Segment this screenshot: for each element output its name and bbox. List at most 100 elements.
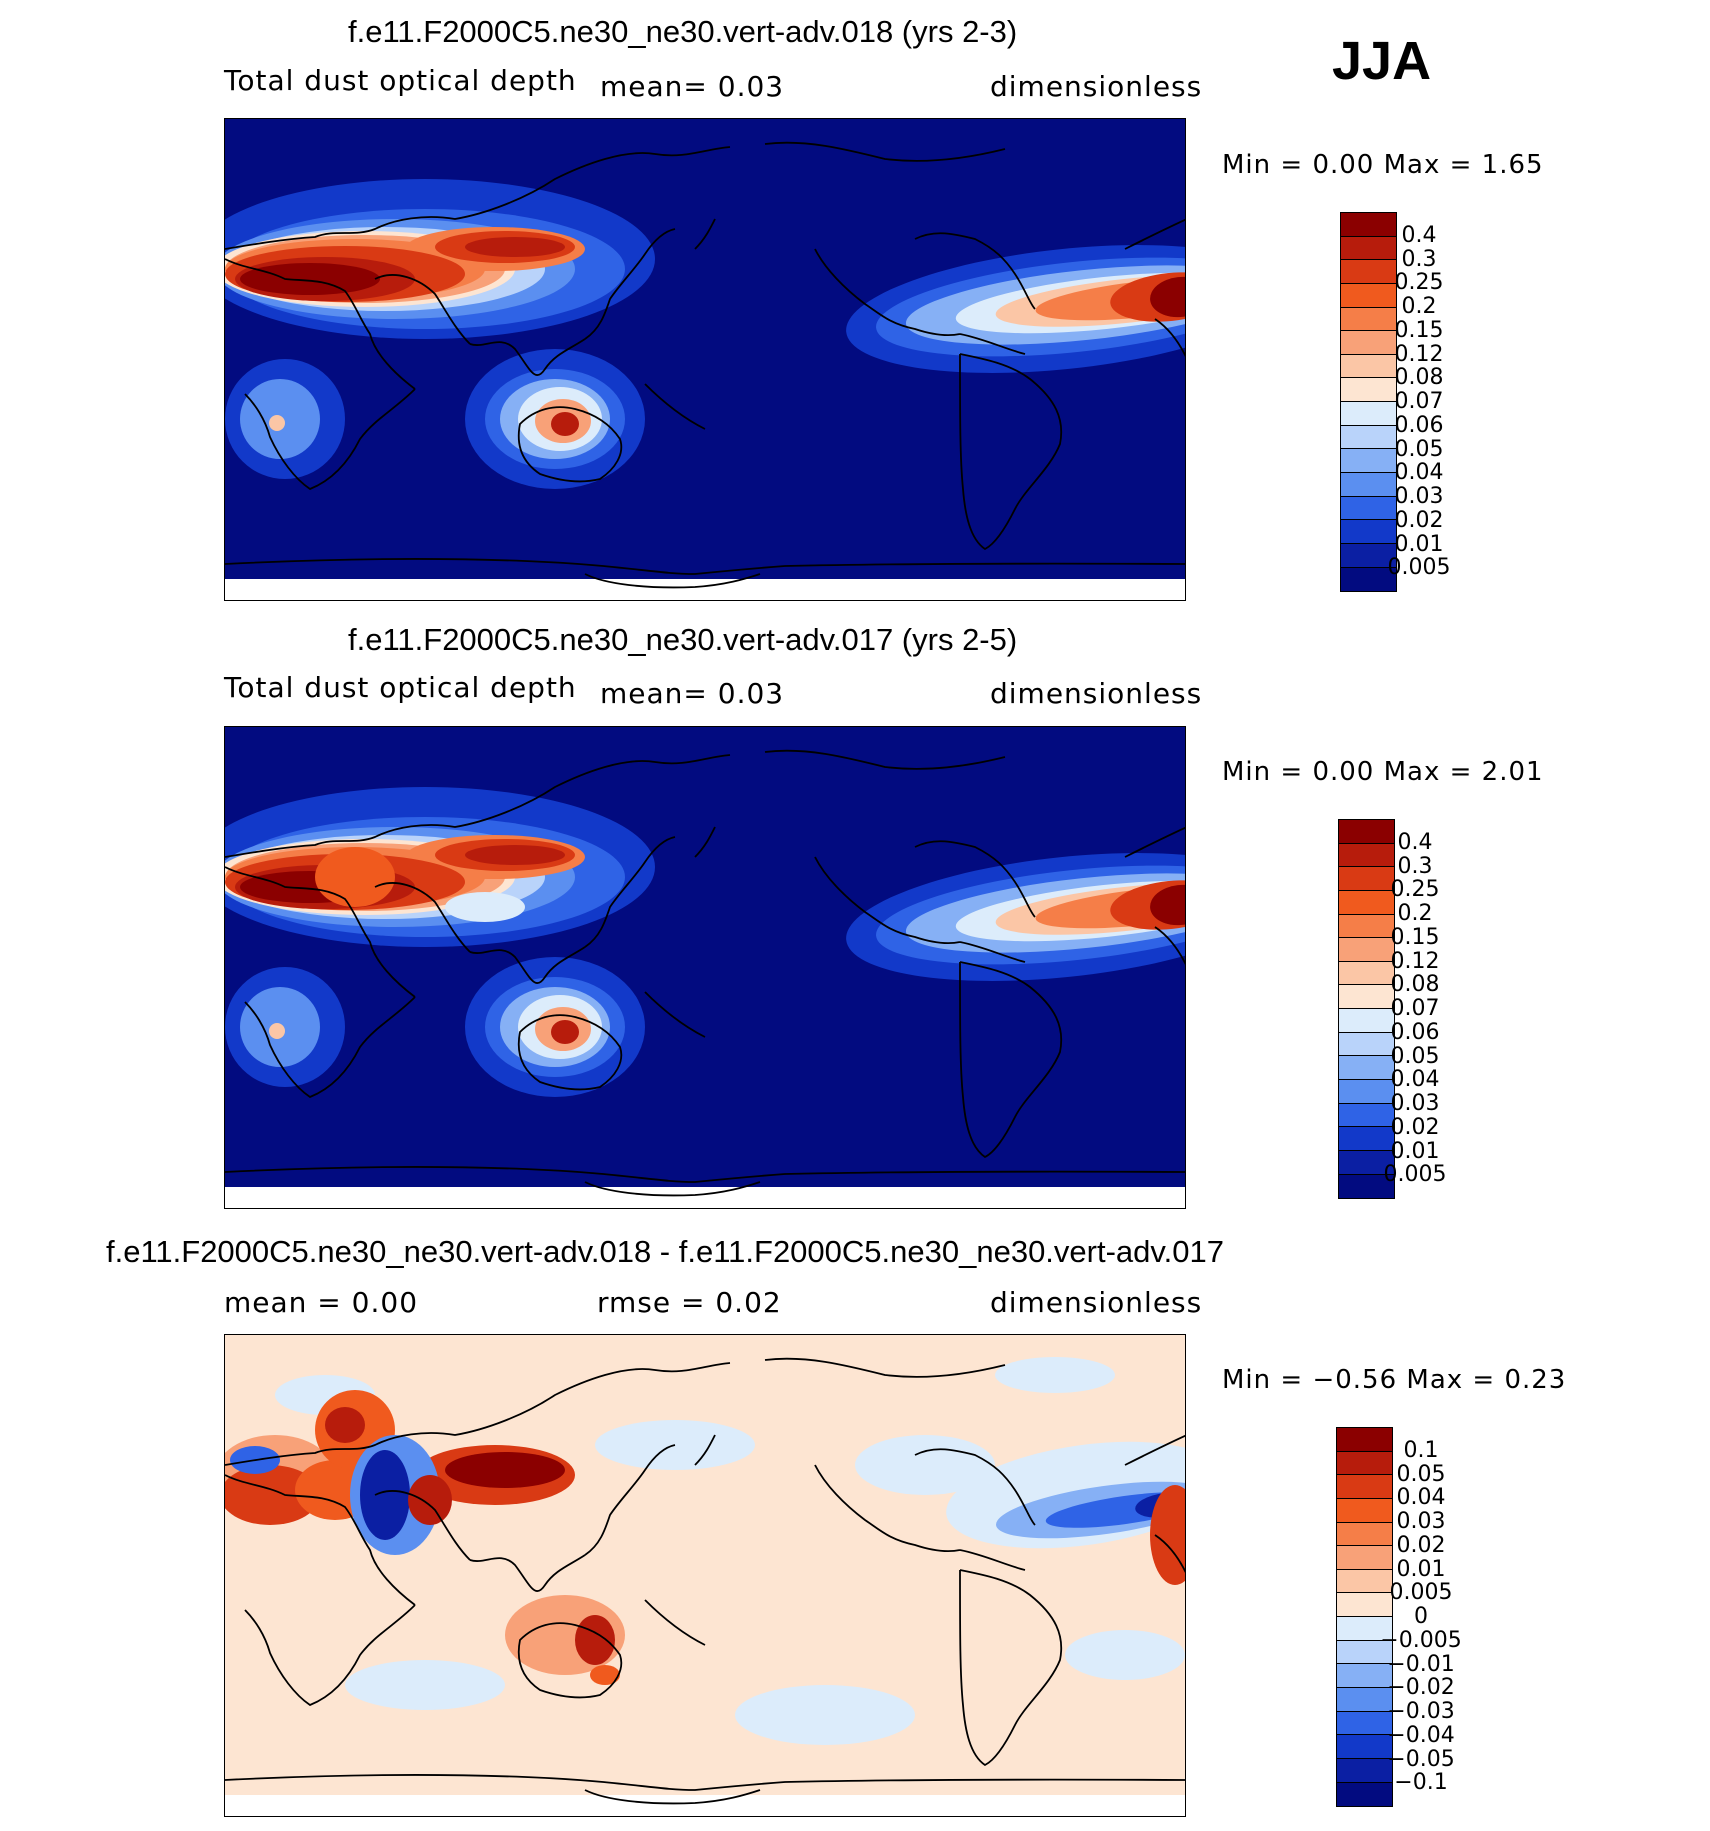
- colorbar-segment: [1337, 1451, 1392, 1476]
- colorbar-segment: [1339, 1056, 1394, 1081]
- colorbar-label: 0.005: [1389, 1580, 1453, 1606]
- colorbar-label: 0.04: [1396, 1485, 1446, 1511]
- colorbar-segment: [1339, 1032, 1394, 1057]
- colorbar-label: 0.06: [1394, 412, 1444, 438]
- coastline: [814, 248, 961, 337]
- colorbar-label: 0.04: [1394, 460, 1444, 486]
- colorbar-label: 0.03: [1394, 484, 1444, 509]
- field-contour: [735, 1685, 915, 1745]
- colorbar-label: 0.08: [1394, 365, 1444, 391]
- field-contour: [465, 845, 565, 865]
- colorbar-label: 0.01: [1390, 1138, 1440, 1164]
- field-contour: [360, 1450, 410, 1540]
- colorbar-label: 0.2: [1401, 294, 1437, 319]
- colorbar-segment: [1339, 1150, 1394, 1175]
- coastline: [914, 232, 1036, 310]
- coastline: [584, 1181, 761, 1197]
- coastline: [584, 228, 676, 340]
- field-contour: [445, 1452, 565, 1488]
- colorbar-segment: [1341, 213, 1396, 237]
- coastline: [225, 1362, 731, 1466]
- field-contour: [408, 1475, 452, 1525]
- colorbar-label: −0.03: [1387, 1699, 1455, 1724]
- colorbar-label: 0.02: [1394, 507, 1444, 533]
- coastline: [584, 1789, 761, 1805]
- coastline: [914, 840, 1036, 918]
- colorbar-label: 0.08: [1390, 972, 1440, 998]
- coastline: [517, 1014, 623, 1091]
- colorbar-label: 0.005: [1387, 555, 1451, 581]
- colorbar-segment: [1341, 236, 1396, 261]
- field-contour: [465, 237, 565, 257]
- colorbar-segment: [1339, 938, 1394, 962]
- panel-2-variable: Total dust optical depth: [224, 671, 577, 704]
- colorbar-segment: [1337, 1617, 1392, 1641]
- colorbar-segment: [1341, 473, 1396, 497]
- coastline: [959, 1569, 1063, 1767]
- panel-3-rmse: rmse = 0.02: [597, 1286, 782, 1319]
- colorbar-segment: [1341, 283, 1396, 308]
- colorbar-segment: [1337, 1782, 1392, 1807]
- coastline: [694, 218, 716, 250]
- panel-3-minmax: Min = −0.56 Max = 0.23: [1222, 1365, 1567, 1395]
- season-label: JJA: [1332, 31, 1432, 91]
- coastline: [517, 406, 623, 483]
- colorbar-segment: [1337, 1593, 1392, 1618]
- coastline: [1154, 318, 1185, 357]
- coastline: [584, 573, 761, 589]
- coastline: [764, 749, 1006, 770]
- panel-2-units: dimensionless: [990, 677, 1203, 710]
- field-contour: [240, 263, 380, 295]
- colorbar-label: −0.04: [1387, 1722, 1455, 1748]
- colorbar-label: 0.02: [1390, 1114, 1440, 1140]
- panel-2-title: f.e11.F2000C5.ne30_ne30.vert-adv.017 (yr…: [348, 622, 1018, 657]
- colorbar-segment: [1339, 961, 1394, 986]
- colorbar-label: −0.01: [1387, 1651, 1455, 1677]
- panel-2-map: [224, 726, 1186, 1209]
- colorbar-segment: [1337, 1735, 1392, 1759]
- coastline: [814, 1464, 961, 1553]
- colorbar-segment: [1339, 843, 1394, 868]
- coastline: [914, 1448, 1036, 1526]
- colorbar-segment: [1339, 1103, 1394, 1128]
- panel-3-units: dimensionless: [990, 1286, 1203, 1319]
- coastline: [644, 1599, 706, 1646]
- coastline: [225, 754, 731, 858]
- panel-2-colorbar: [1338, 819, 1395, 1199]
- colorbar-segment: [1339, 1127, 1394, 1151]
- colorbar-segment: [1337, 1640, 1392, 1665]
- field-contour: [445, 892, 525, 922]
- coastline: [1124, 218, 1185, 250]
- colorbar-label: 0.05: [1394, 436, 1444, 462]
- colorbar-segment: [1337, 1758, 1392, 1783]
- coastline: [959, 941, 1026, 963]
- colorbar-label: 0.4: [1397, 829, 1433, 855]
- coastline: [225, 1474, 416, 1606]
- colorbar-label: 0: [1414, 1604, 1428, 1629]
- field-contour: [1150, 276, 1185, 318]
- colorbar-label: 0.2: [1397, 901, 1433, 926]
- coastline: [374, 274, 471, 345]
- colorbar-label: −0.05: [1387, 1746, 1455, 1772]
- colorbar-label: 0.03: [1390, 1091, 1440, 1116]
- field-contour: [269, 1023, 285, 1039]
- colorbar-segment: [1339, 890, 1394, 915]
- coastline: [959, 961, 1063, 1159]
- colorbar-label: 0.3: [1401, 246, 1437, 272]
- panel-2-mean: mean= 0.03: [600, 677, 785, 710]
- coastline: [374, 1490, 471, 1561]
- coastline: [225, 866, 416, 998]
- colorbar-segment: [1339, 867, 1394, 891]
- coastline: [764, 1357, 1006, 1378]
- field-contour: [1065, 1630, 1185, 1680]
- coastline: [584, 836, 676, 948]
- colorbar-label: 0.07: [1394, 389, 1444, 414]
- field-contour: [325, 1407, 365, 1443]
- colorbar-label: 0.05: [1396, 1461, 1446, 1487]
- colorbar-segment: [1341, 449, 1396, 474]
- colorbar-label: −0.02: [1387, 1675, 1455, 1701]
- colorbar-label: 0.07: [1390, 996, 1440, 1021]
- colorbar-segment: [1341, 425, 1396, 450]
- colorbar-label: 0.005: [1383, 1162, 1447, 1188]
- colorbar-label: −0.005: [1380, 1627, 1462, 1653]
